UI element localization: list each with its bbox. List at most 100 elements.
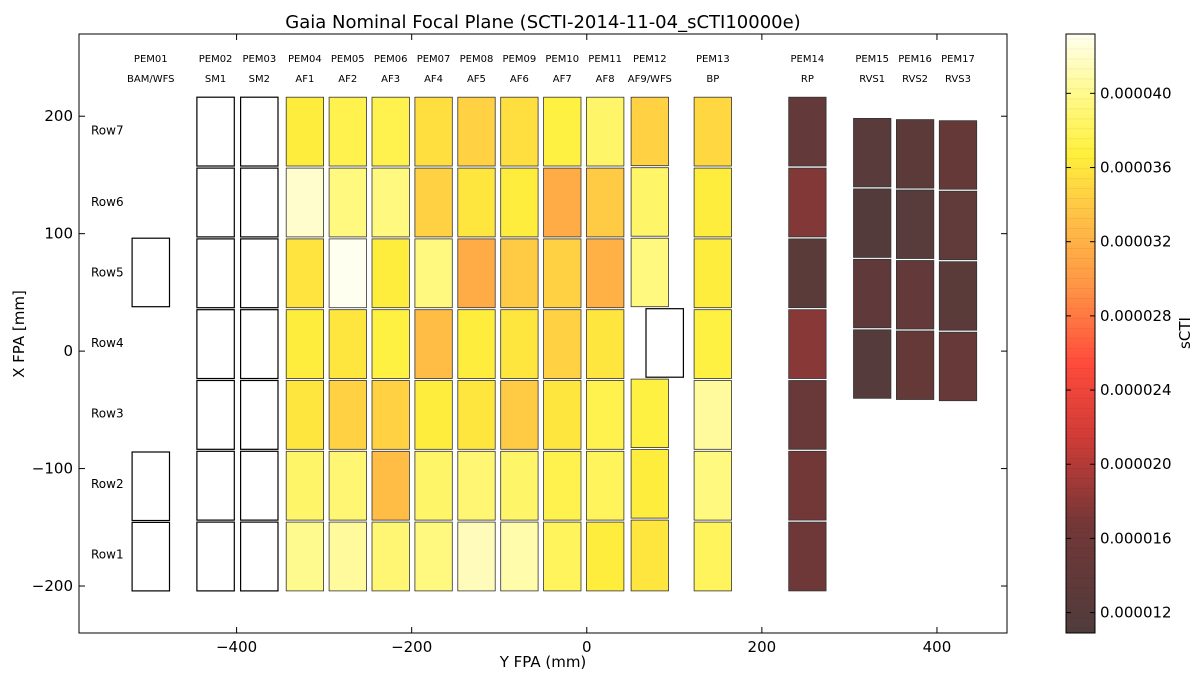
x-axis-label: Y FPA (mm) <box>499 653 587 671</box>
y-tick-label: −200 <box>32 577 73 595</box>
pem-label: PEM01 <box>134 54 168 65</box>
pem-name-label: AF7 <box>553 74 572 85</box>
ccd-cell-pem11-4 <box>586 309 625 379</box>
chart-title: Gaia Nominal Focal Plane (SCTI-2014-11-0… <box>285 12 800 33</box>
x-tick-label: −200 <box>391 638 432 656</box>
ccd-cell-pem06-1 <box>371 96 410 167</box>
ccd-cell-pem13-3 <box>693 238 732 309</box>
ccd-cell-pem03-7 <box>240 521 279 592</box>
ccd-cell-pem04-3 <box>285 238 325 309</box>
ccd-cell-pem01-7 <box>131 521 171 592</box>
ccd-cell-pem09-4 <box>500 309 539 379</box>
ccd-cell-pem01-3 <box>131 237 171 308</box>
ccd-cell-pem04-4 <box>285 309 325 379</box>
ccd-cell-pem07-1 <box>414 96 453 167</box>
pem-name-label: RVS3 <box>945 74 971 85</box>
ccd-cell-pem01-6 <box>131 451 171 522</box>
ccd-cell-pem02-6 <box>196 450 235 521</box>
ccd-cell-pem14-4 <box>788 309 827 379</box>
ccd-cell-pem04-2 <box>285 167 325 238</box>
ccd-cell-pem03-6 <box>240 450 279 521</box>
ccd-cell-pem02-7 <box>196 521 235 592</box>
y-axis-label: X FPA [mm] <box>10 290 28 378</box>
row-label: Row7 <box>91 123 124 137</box>
pem-name-label: AF9/WFS <box>628 74 672 85</box>
ccd-cell-pem14-5 <box>788 380 827 450</box>
ccd-cell-pem05-5 <box>328 380 367 450</box>
ccd-cell-pem09-5 <box>500 380 539 450</box>
ccd-cell-pem06-7 <box>371 521 410 592</box>
ccd-cell-pem15-3 <box>853 258 892 329</box>
ccd-cell-pem08-3 <box>457 238 496 309</box>
ccd-cell-pem13-6 <box>693 450 732 521</box>
ccd-cell-pem08-4 <box>457 309 496 379</box>
ccd-cell-pem17-2 <box>938 190 978 261</box>
ccd-cell-pem08-6 <box>457 450 496 521</box>
pem-label: PEM07 <box>417 54 451 65</box>
pem-name-label: RP <box>801 74 814 85</box>
pem-label: PEM11 <box>588 54 622 65</box>
ccd-cell-pem16-4 <box>896 330 935 400</box>
row-label: Row3 <box>91 406 124 420</box>
ccd-cell-pem10-1 <box>543 96 582 167</box>
pem-name-label: BP <box>706 74 719 85</box>
colorbar-tick-label: 0.000016 <box>1100 529 1172 547</box>
ccd-cell-pem03-2 <box>240 167 279 238</box>
ccd-cell-pem11-7 <box>586 521 625 592</box>
ccd-cell-pem09-1 <box>500 96 539 167</box>
ccd-cell-pem06-4 <box>371 309 410 379</box>
pem-label: PEM04 <box>288 54 322 65</box>
pem-label: PEM03 <box>242 54 276 65</box>
ccd-cell-pem05-6 <box>328 450 367 521</box>
ccd-cell-pem11-1 <box>586 96 625 167</box>
colorbar-tick-label: 0.000020 <box>1100 455 1172 473</box>
pem-name-label: AF4 <box>424 74 443 85</box>
pem-label: PEM02 <box>199 54 233 65</box>
x-tick-label: 200 <box>748 638 777 656</box>
x-tick-label: 0 <box>582 638 592 656</box>
ccd-cell-pem11-5 <box>586 380 625 450</box>
pem-name-label: BAM/WFS <box>127 74 175 85</box>
ccd-cell-pem15-1 <box>853 118 892 188</box>
y-tick-label: 100 <box>44 225 73 243</box>
ccd-cells <box>131 96 978 592</box>
ccd-cell-pem13-5 <box>693 380 732 450</box>
ccd-cell-pem04-5 <box>285 380 325 450</box>
ccd-cell-pem11-2 <box>586 167 625 238</box>
ccd-cell-pem11-6 <box>586 450 625 521</box>
ccd-cell-pem07-2 <box>414 167 453 238</box>
ccd-cell-pem10-4 <box>543 309 582 379</box>
pem-name-label: AF6 <box>510 74 529 85</box>
ccd-cell-pem17-3 <box>938 261 978 331</box>
ccd-cell-pem02-1 <box>196 96 235 167</box>
ccd-cell-pem17-4 <box>938 331 978 402</box>
ccd-cell-pem05-1 <box>328 96 367 167</box>
ccd-cell-pem12-1 <box>630 96 669 167</box>
ccd-cell-pem07-7 <box>414 521 453 592</box>
ccd-cell-pem06-3 <box>371 238 410 309</box>
pem-labels: PEM01 BAM/WFS PEM02 SM1 PEM03 SM2 PEM04 AF1 PEM0… <box>127 54 975 85</box>
pem-label: PEM13 <box>696 54 730 65</box>
ccd-cell-pem10-6 <box>543 450 582 521</box>
ccd-cell-pem05-3 <box>328 238 367 309</box>
ccd-cell-pem09-6 <box>500 450 539 521</box>
ccd-cell-pem10-7 <box>543 521 582 592</box>
ccd-cell-pem09-3 <box>500 238 539 309</box>
ccd-cell-pem16-3 <box>896 260 935 330</box>
ccd-cell-pem12-7 <box>630 519 669 592</box>
ccd-cell-pem09-2 <box>500 167 539 238</box>
row-label: Row5 <box>91 265 124 279</box>
y-axis-ticks: −200 −100 0 100 200 <box>32 107 1007 595</box>
ccd-cell-pem04-1 <box>285 96 325 167</box>
ccd-cell-pem03-4 <box>240 309 279 380</box>
x-tick-label: 400 <box>923 638 952 656</box>
colorbar-tick-label: 0.000040 <box>1100 84 1172 102</box>
ccd-cell-pem05-4 <box>328 309 367 379</box>
ccd-cell-pem15-4 <box>853 329 892 399</box>
ccd-cell-pem08-7 <box>457 521 496 592</box>
colorbar-label: sCTI <box>1176 317 1194 349</box>
ccd-cell-pem07-5 <box>414 380 453 450</box>
ccd-cell-pem02-5 <box>196 379 235 450</box>
